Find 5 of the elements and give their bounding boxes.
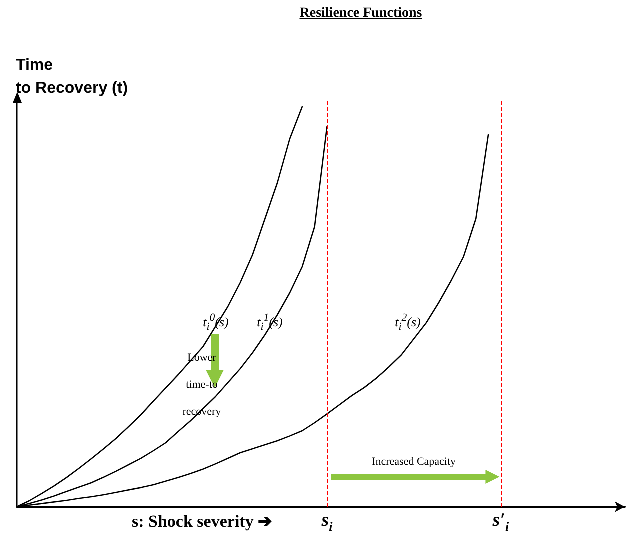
x-axis-title: s: Shock severity ➔ [132, 511, 272, 532]
chart-title: Resilience Functions [298, 6, 424, 22]
series-label: t$_{i}$$^{2}$(s) [394, 312, 422, 333]
annotation: Increased Capacity [371, 456, 458, 468]
y-axis-title: Time to Recovery (t) [16, 56, 128, 99]
